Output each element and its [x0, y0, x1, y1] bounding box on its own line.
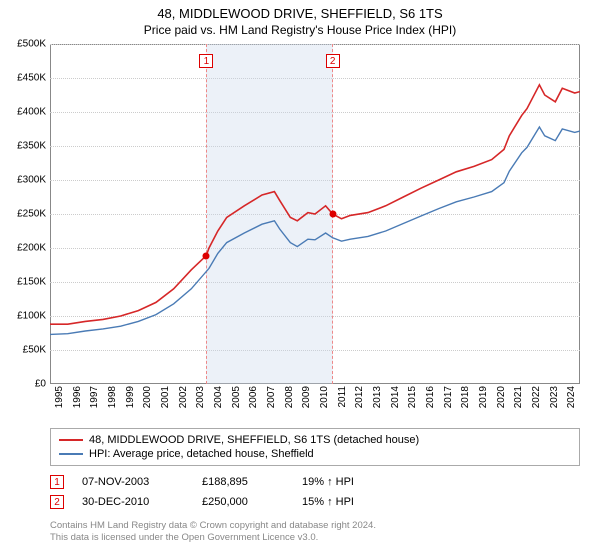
xtick-label: 2017: [443, 386, 454, 408]
series-line: [50, 127, 580, 334]
chart-title: 48, MIDDLEWOOD DRIVE, SHEFFIELD, S6 1TS: [0, 0, 600, 21]
sale-row: 1 07-NOV-2003£188,89519% ↑ HPI: [50, 472, 580, 492]
xtick-label: 2020: [496, 386, 507, 408]
sale-marker-box: 1: [199, 54, 213, 68]
ytick-label: £100K: [17, 311, 46, 322]
sale-row: 2 30-DEC-2010£250,00015% ↑ HPI: [50, 492, 580, 512]
xtick-label: 2010: [319, 386, 330, 408]
ytick-label: £50K: [23, 345, 46, 356]
xtick-label: 2022: [531, 386, 542, 408]
xtick-label: 2012: [354, 386, 365, 408]
legend-item: HPI: Average price, detached house, Shef…: [59, 447, 571, 461]
legend-swatch: [59, 439, 83, 441]
sale-row-marker: 2: [50, 495, 64, 509]
plot-area: 12 £0£50K£100K£150K£200K£250K£300K£350K£…: [50, 44, 580, 384]
xtick-label: 2007: [266, 386, 277, 408]
legend-item: 48, MIDDLEWOOD DRIVE, SHEFFIELD, S6 1TS …: [59, 433, 571, 447]
xtick-label: 1999: [125, 386, 136, 408]
legend-box: 48, MIDDLEWOOD DRIVE, SHEFFIELD, S6 1TS …: [50, 428, 580, 466]
chart-container: 48, MIDDLEWOOD DRIVE, SHEFFIELD, S6 1TS …: [0, 0, 600, 560]
footer-line2: This data is licensed under the Open Gov…: [50, 532, 580, 544]
legend-swatch: [59, 453, 83, 455]
ytick-label: £200K: [17, 243, 46, 254]
legend-label: 48, MIDDLEWOOD DRIVE, SHEFFIELD, S6 1TS …: [89, 434, 419, 446]
xtick-label: 2009: [301, 386, 312, 408]
sale-row-marker: 1: [50, 475, 64, 489]
xtick-label: 2003: [195, 386, 206, 408]
xtick-label: 2005: [231, 386, 242, 408]
ytick-label: £350K: [17, 141, 46, 152]
sale-date: 07-NOV-2003: [82, 476, 202, 488]
ytick-label: £300K: [17, 175, 46, 186]
xtick-label: 2008: [284, 386, 295, 408]
sale-price: £250,000: [202, 496, 302, 508]
xtick-label: 2001: [160, 386, 171, 408]
xtick-label: 2006: [248, 386, 259, 408]
sale-pct-vs-hpi: 19% ↑ HPI: [302, 476, 422, 488]
xtick-label: 2000: [142, 386, 153, 408]
xtick-label: 2024: [566, 386, 577, 408]
xtick-label: 2013: [372, 386, 383, 408]
sale-marker-dot: [329, 211, 336, 218]
xtick-label: 2004: [213, 386, 224, 408]
xtick-label: 2023: [549, 386, 560, 408]
xtick-label: 2011: [337, 386, 348, 408]
sale-price: £188,895: [202, 476, 302, 488]
ytick-label: £450K: [17, 73, 46, 84]
ytick-label: £250K: [17, 209, 46, 220]
line-plot-svg: [50, 44, 580, 384]
sale-date: 30-DEC-2010: [82, 496, 202, 508]
xtick-label: 2002: [178, 386, 189, 408]
xtick-label: 2021: [513, 386, 524, 408]
xtick-label: 2019: [478, 386, 489, 408]
xtick-label: 2018: [460, 386, 471, 408]
xtick-label: 1997: [89, 386, 100, 408]
sale-marker-dot: [203, 252, 210, 259]
ytick-label: £500K: [17, 39, 46, 50]
xtick-label: 1995: [54, 386, 65, 408]
sale-marker-box: 2: [326, 54, 340, 68]
chart-subtitle: Price paid vs. HM Land Registry's House …: [0, 21, 600, 41]
sale-pct-vs-hpi: 15% ↑ HPI: [302, 496, 422, 508]
xtick-label: 1996: [72, 386, 83, 408]
legend-label: HPI: Average price, detached house, Shef…: [89, 448, 314, 460]
xtick-label: 2014: [390, 386, 401, 408]
ytick-label: £150K: [17, 277, 46, 288]
sales-table: 1 07-NOV-2003£188,89519% ↑ HPI 2 30-DEC-201…: [50, 472, 580, 512]
ytick-label: £400K: [17, 107, 46, 118]
series-line: [50, 85, 580, 324]
footer-attribution: Contains HM Land Registry data © Crown c…: [50, 520, 580, 545]
footer-line1: Contains HM Land Registry data © Crown c…: [50, 520, 580, 532]
xtick-label: 2015: [407, 386, 418, 408]
xtick-label: 1998: [107, 386, 118, 408]
xtick-label: 2016: [425, 386, 436, 408]
ytick-label: £0: [35, 379, 46, 390]
